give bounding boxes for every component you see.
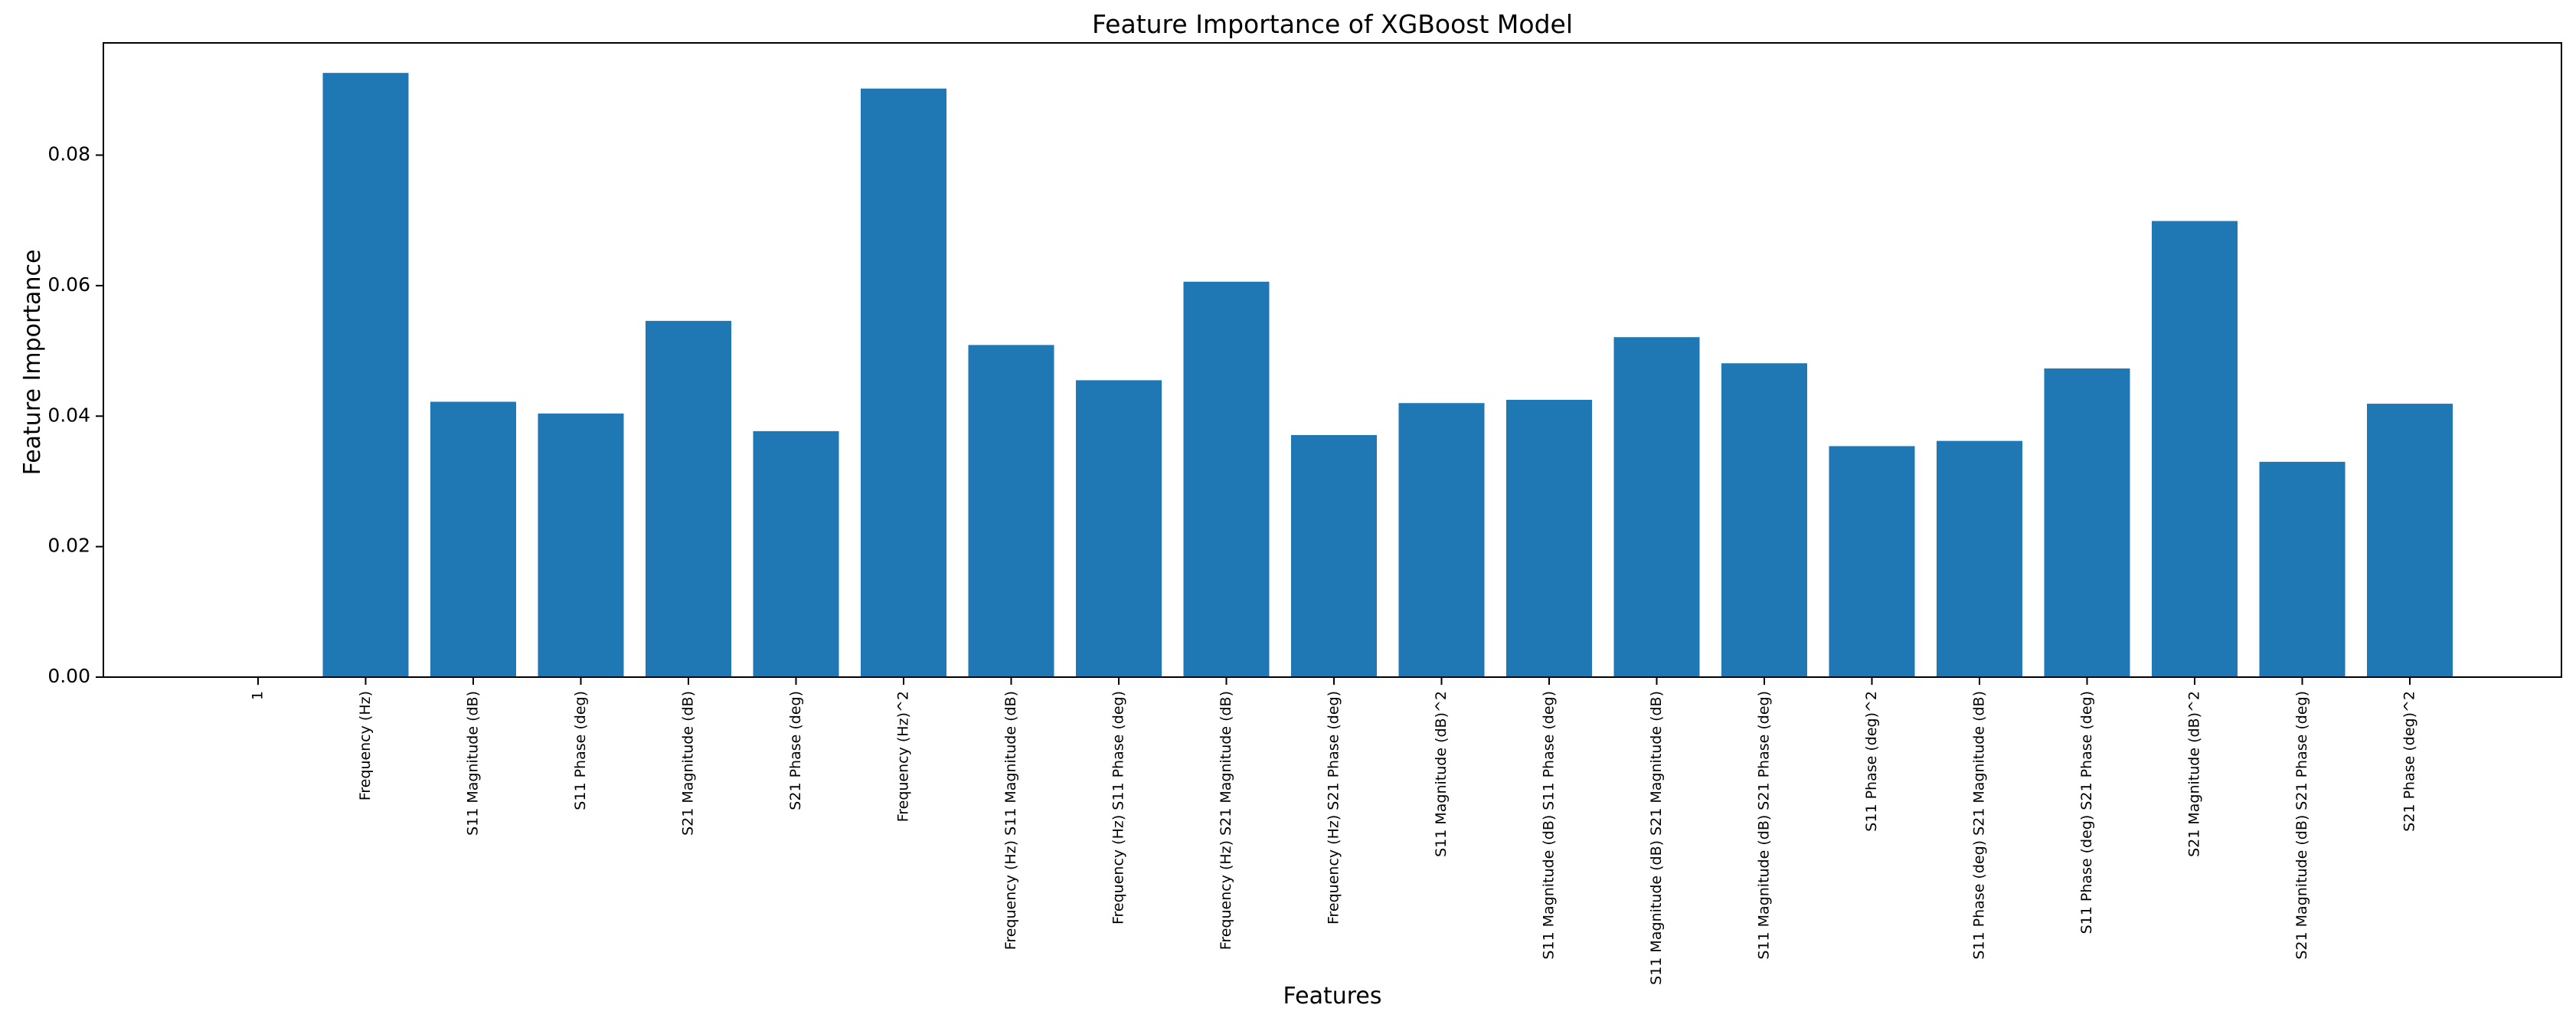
y-axis-ticks: 0.00 0.02 0.04 0.06 0.08: [47, 143, 103, 687]
bar: [2367, 404, 2453, 677]
y-tick-label: 0.06: [47, 273, 90, 296]
x-tick-label: S11 Magnitude (dB) S11 Phase (deg): [1541, 691, 1558, 960]
x-axis-ticks: 1 Frequency (Hz) S11 Magnitude (dB) S11 Pha…: [250, 677, 2418, 985]
bar: [1291, 434, 1377, 677]
bar: [430, 401, 516, 677]
y-tick-label: 0.08: [47, 143, 90, 165]
x-tick-label: S11 Phase (deg)^2: [1863, 691, 1880, 832]
bar: [322, 73, 409, 678]
bar: [1183, 281, 1270, 677]
x-tick-label: S11 Magnitude (dB) S21 Magnitude (dB): [1648, 691, 1665, 985]
bar: [1398, 403, 1485, 677]
bar: [538, 413, 624, 677]
x-tick-label: S11 Magnitude (dB): [465, 691, 482, 836]
bar: [1506, 399, 1592, 677]
x-tick-label: Frequency (Hz) S21 Magnitude (dB): [1218, 691, 1234, 950]
plot-frame: [103, 42, 2562, 678]
bar: [2044, 368, 2130, 677]
x-tick-label: S11 Phase (deg) S21 Phase (deg): [2078, 691, 2095, 934]
bar: [861, 88, 946, 677]
x-tick-label: Frequency (Hz) S21 Phase (deg): [1326, 691, 1342, 925]
bar: [2259, 461, 2346, 677]
y-tick-label: 0.00: [47, 665, 90, 687]
x-tick-label: S21 Phase (deg): [787, 691, 804, 810]
x-tick-label: S11 Magnitude (dB) S21 Phase (deg): [1756, 691, 1773, 960]
bar: [646, 320, 731, 677]
x-tick-label: S11 Magnitude (dB)^2: [1433, 691, 1450, 857]
x-tick-label: S21 Phase (deg)^2: [2401, 691, 2418, 832]
x-tick-label: Frequency (Hz) S11 Magnitude (dB): [1002, 691, 1019, 950]
y-tick-label: 0.02: [47, 535, 90, 557]
bar: [1721, 363, 1807, 677]
x-tick-label: Frequency (Hz)^2: [895, 691, 912, 822]
y-tick-label: 0.04: [47, 404, 90, 426]
x-axis-label: Features: [1283, 983, 1382, 1010]
y-axis-label: Feature Importance: [19, 250, 46, 476]
x-tick-label: S21 Magnitude (dB)^2: [2186, 691, 2203, 857]
chart-title: Feature Importance of XGBoost Model: [1092, 9, 1573, 39]
bar: [968, 345, 1054, 677]
x-tick-label: S21 Magnitude (dB) S21 Phase (deg): [2293, 691, 2310, 960]
bar: [2152, 221, 2238, 677]
x-tick-label: Frequency (Hz): [357, 691, 374, 800]
bar: [753, 430, 839, 677]
x-tick-label: S11 Phase (deg) S21 Magnitude (dB): [1971, 691, 1988, 960]
x-tick-label: Frequency (Hz) S11 Phase (deg): [1110, 691, 1127, 925]
x-tick-label: S21 Magnitude (dB): [680, 691, 697, 836]
x-tick-label: 1: [250, 691, 266, 700]
bars-layer: [322, 73, 2453, 678]
bar: [1613, 337, 1700, 677]
bar: [1937, 440, 2022, 677]
bar: [1076, 380, 1162, 677]
x-tick-label: S11 Phase (deg): [572, 691, 589, 810]
bar: [1829, 446, 1915, 677]
